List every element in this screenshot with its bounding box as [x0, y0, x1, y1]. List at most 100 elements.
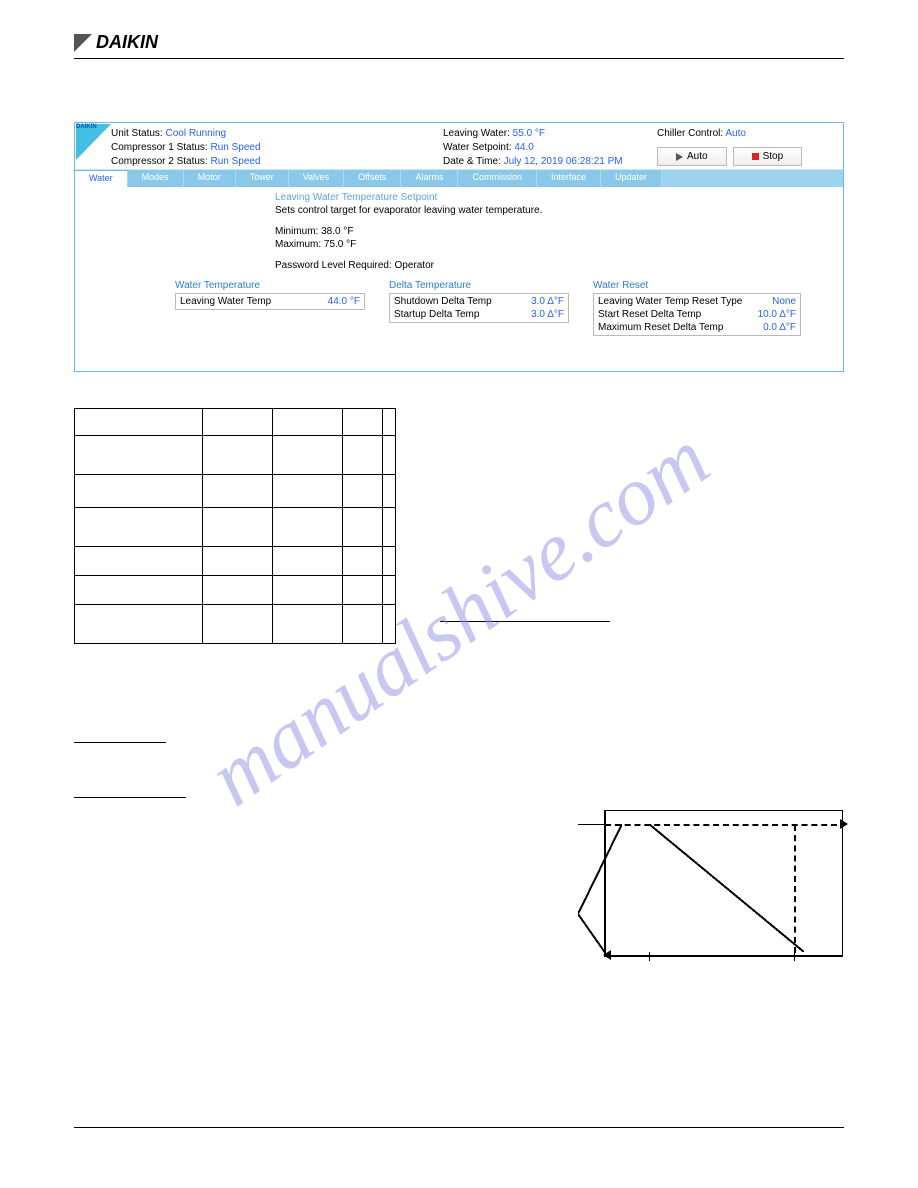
table-cell [383, 508, 396, 547]
max-reset-value: 0.0 Δ°F [763, 321, 796, 334]
info-desc: Sets control target for evaporator leavi… [275, 204, 843, 217]
logo-mark-icon [74, 34, 92, 52]
graph-tick-1 [649, 952, 650, 961]
heading-rule-2 [74, 741, 166, 743]
shutdown-delta-value: 3.0 Δ°F [531, 295, 564, 308]
info-area: Leaving Water Temperature Setpoint Sets … [75, 187, 843, 272]
table-cell [203, 436, 273, 475]
chiller-control-value: Auto [725, 128, 746, 139]
info-min: Minimum: 38.0 °F [275, 225, 843, 238]
tab-modes[interactable]: Modes [128, 170, 184, 187]
panel-water-row[interactable]: Leaving Water Temp44.0 °F [180, 295, 360, 308]
stop-button[interactable]: Stop [733, 147, 803, 166]
reset-type-label: Leaving Water Temp Reset Type [598, 295, 742, 308]
unit-status-label: Unit Status: [111, 128, 163, 139]
stop-button-label: Stop [763, 151, 784, 162]
panel-reset-title: Water Reset [593, 280, 801, 291]
table-cell [273, 576, 343, 605]
tab-alarms[interactable]: Alarms [401, 170, 458, 187]
startup-delta-value: 3.0 Δ°F [531, 308, 564, 321]
status-right: Chiller Control: Auto Auto Stop [657, 127, 843, 169]
arrow-left-icon [603, 950, 611, 960]
status-mid: Leaving Water: 55.0 °F Water Setpoint: 4… [443, 127, 657, 169]
tab-motor[interactable]: Motor [184, 170, 236, 187]
comp1-status-value: Run Speed [211, 142, 261, 153]
shutdown-delta-label: Shutdown Delta Temp [394, 295, 492, 308]
table-cell [383, 436, 396, 475]
info-max: Maximum: 75.0 °F [275, 238, 843, 251]
panel-water: Water Temperature Leaving Water Temp44.0… [175, 280, 365, 336]
logo-text: DAIKIN [96, 32, 158, 53]
reset-graph [576, 802, 848, 964]
tab-offsets[interactable]: Offsets [344, 170, 401, 187]
table-cell [203, 475, 273, 508]
graph-diagonal [649, 824, 804, 952]
panel-delta: Delta Temperature Shutdown Delta Temp 3.0… [389, 280, 569, 336]
tab-tower[interactable]: Tower [236, 170, 289, 187]
table-cell [383, 475, 396, 508]
table-cell [273, 508, 343, 547]
table-cell [75, 576, 203, 605]
table-cell [343, 547, 383, 576]
table-row [75, 605, 396, 644]
daikin-logo: DAIKIN [74, 32, 844, 53]
leaving-water-value: 55.0 °F [513, 128, 545, 139]
table-cell [273, 547, 343, 576]
app-window: DAIKIN Unit Status: Cool Running Compres… [74, 122, 844, 372]
table-cell [343, 508, 383, 547]
table-cell [383, 547, 396, 576]
table-row [75, 547, 396, 576]
water-setpoint-value: 44.0 [514, 142, 533, 153]
table-cell [273, 409, 343, 436]
table-cell [75, 547, 203, 576]
table-cell [343, 436, 383, 475]
table-cell [273, 475, 343, 508]
tab-interface[interactable]: Interface [537, 170, 601, 187]
heading-rule-3 [74, 796, 186, 798]
table-row [75, 475, 396, 508]
tab-valves[interactable]: Valves [289, 170, 344, 187]
panel-delta-row[interactable]: Startup Delta Temp3.0 Δ°F [394, 308, 564, 321]
lwt-label: Leaving Water Temp [180, 295, 271, 308]
panel-delta-title: Delta Temperature [389, 280, 569, 291]
heading-rule-1 [440, 620, 610, 622]
table-cell [203, 409, 273, 436]
auto-button-label: Auto [687, 151, 708, 162]
graph-wedge-down [578, 824, 622, 914]
panel-reset: Water Reset Leaving Water Temp Reset Typ… [593, 280, 801, 336]
tab-water[interactable]: Water [75, 170, 128, 187]
arrow-right-icon [840, 819, 848, 829]
table-cell [273, 436, 343, 475]
panel-reset-row[interactable]: Leaving Water Temp Reset Type None [598, 295, 796, 308]
table-cell [383, 576, 396, 605]
panel-reset-row[interactable]: Start Reset Delta Temp10.0 Δ°F [598, 308, 796, 321]
comp1-status-label: Compressor 1 Status: [111, 142, 208, 153]
table-cell [203, 605, 273, 644]
datetime-value: July 12, 2019 06:28:21 PM [504, 156, 623, 167]
reset-type-value: None [772, 295, 796, 308]
tab-commission[interactable]: Commission [458, 170, 537, 187]
start-reset-value: 10.0 Δ°F [758, 308, 796, 321]
table-cell [75, 436, 203, 475]
table-cell [75, 508, 203, 547]
tab-bar: Water Modes Motor Tower Valves Offsets A… [75, 170, 843, 187]
panel-delta-row[interactable]: Shutdown Delta Temp 3.0 Δ°F [394, 295, 564, 308]
footer-rule [74, 1127, 844, 1128]
chiller-control-label: Chiller Control: [657, 128, 723, 139]
panel-reset-row[interactable]: Maximum Reset Delta Temp0.0 Δ°F [598, 321, 796, 334]
table-cell [75, 409, 203, 436]
table-cell [75, 605, 203, 644]
comp2-status-label: Compressor 2 Status: [111, 156, 208, 167]
status-left: Unit Status: Cool Running Compressor 1 S… [75, 127, 443, 169]
comp2-status-value: Run Speed [211, 156, 261, 167]
auto-button[interactable]: Auto [657, 147, 727, 166]
unit-status-value: Cool Running [165, 128, 226, 139]
table-cell [343, 605, 383, 644]
control-buttons: Auto Stop [657, 147, 802, 166]
table-cell [343, 475, 383, 508]
table-row [75, 409, 396, 436]
graph-wedge-up [578, 914, 606, 954]
graph-tick-2 [794, 952, 795, 961]
table-row [75, 508, 396, 547]
tab-updater[interactable]: Updater [601, 170, 662, 187]
